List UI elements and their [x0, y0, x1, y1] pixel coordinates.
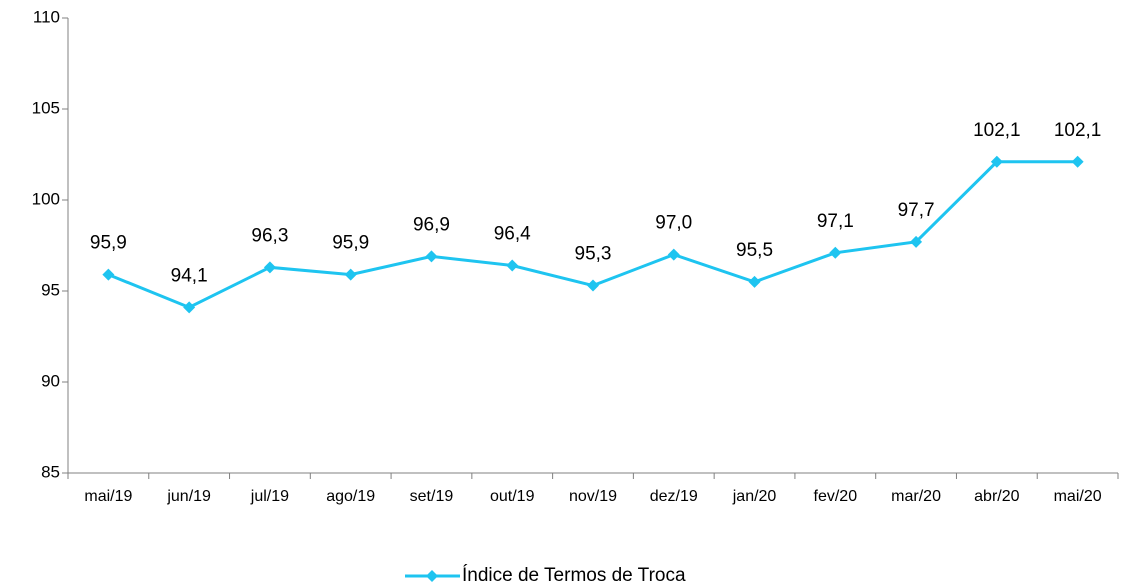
data-label: 96,3: [251, 225, 288, 246]
x-tick-label: out/19: [490, 488, 535, 505]
data-label: 95,9: [332, 233, 369, 254]
x-tick-label: set/19: [410, 488, 454, 505]
x-tick-label: ago/19: [326, 488, 375, 505]
data-label: 95,5: [736, 240, 773, 261]
data-label: 96,9: [413, 214, 450, 235]
y-tick-label: 85: [41, 462, 60, 481]
point: [183, 301, 196, 314]
point: [990, 155, 1003, 168]
y-tick-label: 105: [32, 98, 60, 117]
point: [1071, 155, 1084, 168]
y-tick-label: 90: [41, 371, 60, 390]
point: [910, 235, 923, 248]
point: [344, 268, 357, 281]
point: [102, 268, 115, 281]
point: [263, 261, 276, 274]
y-tick-label: 100: [32, 189, 60, 208]
point: [587, 279, 599, 292]
x-tick-label: dez/19: [650, 488, 698, 505]
x-tick-label: mai/20: [1054, 488, 1102, 505]
data-label: 97,1: [817, 211, 854, 232]
data-label: 102,1: [973, 120, 1021, 141]
x-tick-label: jul/19: [250, 488, 289, 505]
x-tick-label: jan/20: [732, 488, 777, 505]
data-label: 95,3: [575, 244, 612, 265]
point: [506, 259, 519, 272]
x-tick-label: mar/20: [891, 488, 941, 505]
x-tick-label: fev/20: [814, 488, 858, 505]
point: [748, 275, 761, 288]
point: [425, 250, 438, 263]
x-tick-label: abr/20: [974, 488, 1019, 505]
point: [667, 248, 680, 261]
legend-label: Índice de Termos de Troca: [462, 565, 686, 586]
data-label: 97,7: [898, 200, 935, 221]
data-label: 97,0: [655, 213, 692, 234]
data-label: 96,4: [494, 224, 531, 245]
y-tick-label: 95: [41, 280, 60, 299]
x-tick-label: nov/19: [569, 488, 617, 505]
data-label: 95,9: [90, 233, 127, 254]
legend-marker: [426, 570, 438, 582]
data-label: 94,1: [171, 265, 208, 286]
x-tick-label: jun/19: [166, 488, 211, 505]
y-tick-label: 110: [33, 7, 60, 26]
x-tick-label: mai/19: [84, 488, 132, 505]
data-label: 102,1: [1054, 120, 1102, 141]
point: [829, 246, 842, 259]
